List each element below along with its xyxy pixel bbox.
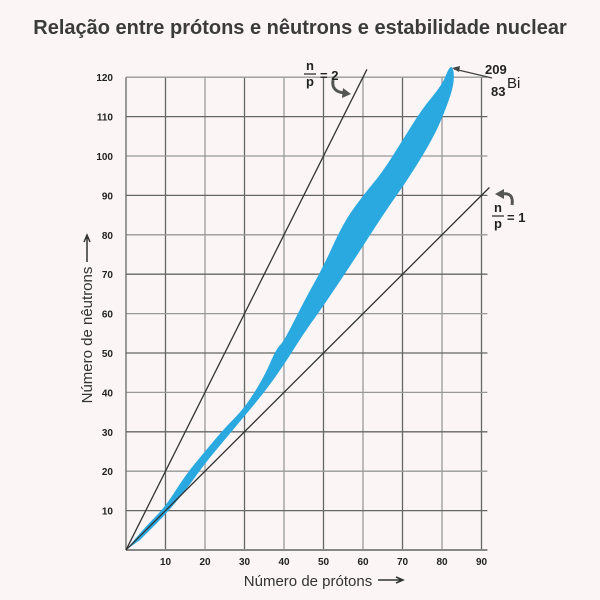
y-tick-label: 80	[102, 231, 114, 242]
y-tick-label: 100	[96, 152, 113, 163]
ratio1-den: p	[494, 216, 502, 231]
stability-band	[126, 67, 454, 550]
y-arrow-icon	[83, 233, 91, 262]
ratio1-value: = 1	[507, 210, 525, 225]
ratio1-num: n	[494, 200, 502, 215]
x-tick-label: 30	[239, 557, 251, 568]
x-ticks: 10 20 30 40 50 60 70 80 90	[160, 557, 488, 568]
ratio-line	[125, 69, 368, 551]
y-tick-label: 70	[102, 270, 114, 281]
chart-title: Relação entre prótons e nêutrons e estab…	[33, 17, 567, 39]
x-tick-label: 50	[318, 557, 330, 568]
y-tick-label: 40	[102, 388, 114, 399]
y-tick-label: 110	[97, 113, 114, 124]
y-tick-label: 50	[102, 349, 114, 360]
y-tick-label: 30	[102, 428, 114, 439]
y-tick-label: 10	[102, 507, 114, 518]
ratio2-value: = 2	[320, 68, 338, 83]
grid	[125, 76, 488, 551]
x-tick-label: 20	[199, 557, 211, 568]
y-tick-label: 20	[102, 467, 114, 478]
bismuth-symbol: Bi	[507, 75, 520, 92]
x-tick-label: 90	[476, 557, 488, 568]
ratio2-label: n p = 2	[304, 58, 351, 98]
x-tick-label: 10	[160, 557, 172, 568]
y-ticks: 10 20 30 40 50 60 70 80 90 100 110 120	[96, 73, 113, 517]
bismuth-atomic: 83	[491, 84, 505, 99]
y-tick-label: 60	[102, 310, 114, 321]
y-tick-label: 120	[96, 73, 113, 84]
x-tick-label: 70	[397, 557, 409, 568]
arrowhead-icon	[495, 189, 504, 199]
ratio2-den: p	[306, 74, 314, 89]
x-axis-label: Número de prótons	[244, 573, 372, 590]
bismuth-mass: 209	[485, 62, 507, 77]
ratio1-label: n p = 1	[492, 189, 525, 231]
y-axis-label: Número de nêutrons	[79, 267, 96, 404]
x-tick-label: 80	[436, 557, 448, 568]
x-arrow-icon	[378, 576, 405, 584]
ratio2-num: n	[306, 58, 314, 73]
y-tick-label: 90	[102, 191, 114, 202]
arrowhead-icon	[342, 88, 351, 98]
ratio-lines	[125, 69, 490, 551]
x-tick-label: 40	[278, 557, 290, 568]
x-tick-label: 60	[357, 557, 369, 568]
bismuth-label: 209 83 Bi	[452, 62, 520, 99]
ratio-line	[125, 187, 490, 551]
